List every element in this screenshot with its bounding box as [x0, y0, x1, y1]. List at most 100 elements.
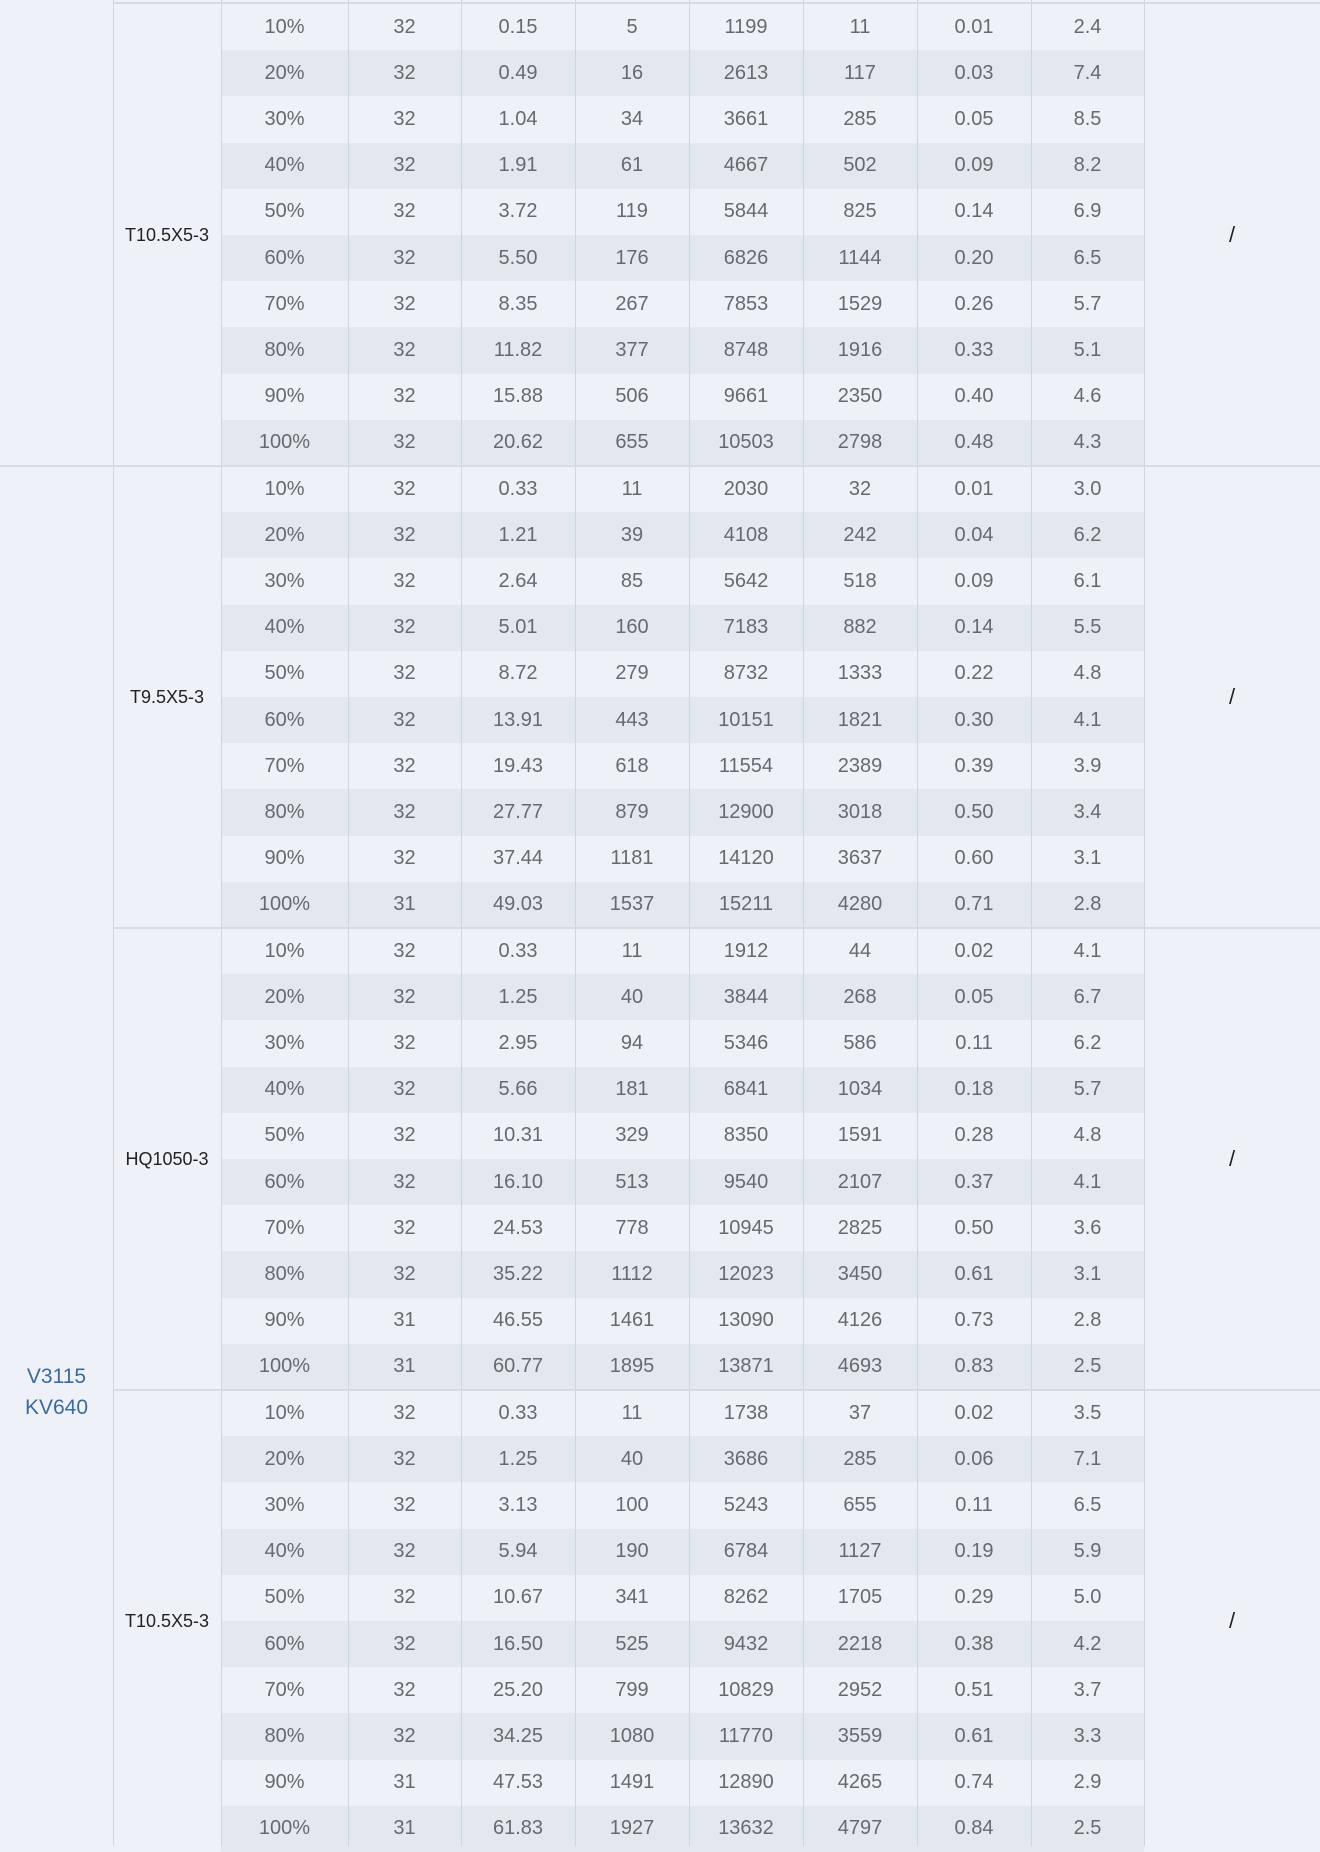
- table-cell: 90%: [264, 1771, 305, 1794]
- row-stripe: [221, 697, 1144, 744]
- table-cell: 10503: [718, 431, 774, 454]
- table-cell: 11770: [718, 1724, 774, 1747]
- table-cell: 40%: [264, 616, 305, 639]
- table-cell: 2030: [723, 477, 769, 500]
- note-cell: /: [1228, 684, 1236, 709]
- table-cell: 0.06: [954, 1447, 994, 1470]
- table-cell: 0.11: [955, 1031, 993, 1054]
- table-cell: 0.40: [954, 385, 994, 408]
- table-cell: 16: [620, 61, 644, 84]
- column-divider: [1144, 0, 1145, 1846]
- table-cell: 0.33: [954, 338, 994, 361]
- table-cell: 20.62: [492, 431, 544, 454]
- table-cell: 6826: [723, 246, 769, 269]
- row-stripe: [221, 419, 1144, 466]
- table-cell: 31: [393, 1355, 416, 1378]
- table-cell: 285: [843, 107, 877, 130]
- table-cell: 0.14: [954, 616, 994, 639]
- table-cell: 94: [620, 1031, 644, 1054]
- table-cell: 3.13: [498, 1493, 538, 1516]
- table-cell: 40%: [264, 154, 305, 177]
- column-divider: [803, 0, 804, 1846]
- table-cell: 0.73: [954, 1309, 994, 1332]
- table-cell: 0.01: [954, 477, 994, 500]
- column-divider: [348, 0, 349, 1846]
- table-cell: 25.20: [492, 1678, 544, 1701]
- table-cell: 1199: [724, 15, 768, 38]
- table-cell: 32: [393, 708, 416, 731]
- table-cell: 8.35: [498, 292, 538, 315]
- table-cell: 117: [844, 61, 876, 84]
- table-cell: 0.19: [954, 1540, 994, 1563]
- row-stripe: [221, 327, 1144, 374]
- table-cell: 1181: [610, 847, 654, 870]
- table-cell: 882: [843, 616, 877, 639]
- table-cell: 32: [393, 1540, 416, 1563]
- table-cell: 4797: [837, 1817, 883, 1840]
- table-cell: 5.9: [1073, 1540, 1102, 1563]
- table-cell: 49.03: [492, 893, 544, 916]
- table-cell: 1537: [609, 893, 655, 916]
- table-cell: 7853: [723, 292, 769, 315]
- table-cell: 329: [615, 1124, 649, 1147]
- table-cell: 2825: [837, 1216, 883, 1239]
- table-cell: 100%: [258, 431, 311, 454]
- table-cell: 32: [393, 939, 416, 962]
- table-cell: 40: [620, 1447, 644, 1470]
- table-cell: 1738: [723, 1401, 769, 1424]
- table-cell: 44: [848, 939, 872, 962]
- table-cell: 0.50: [954, 800, 994, 823]
- table-cell: 32: [393, 1078, 416, 1101]
- table-cell: 31: [393, 1309, 416, 1332]
- table-cell: 0.71: [954, 893, 994, 916]
- table-cell: 32: [393, 616, 416, 639]
- row-stripe: [221, 1528, 1144, 1575]
- motor-kv: KV640: [24, 1396, 89, 1419]
- table-cell: 32: [393, 107, 416, 130]
- table-cell: 3.72: [498, 200, 538, 223]
- table-cell: 32: [393, 662, 416, 685]
- note-cell: /: [1228, 222, 1236, 247]
- table-cell: 12890: [718, 1771, 774, 1794]
- group-divider: [113, 1389, 1320, 1391]
- table-cell: 19.43: [492, 754, 544, 777]
- table-cell: 0.20: [954, 246, 994, 269]
- table-cell: 32: [393, 985, 416, 1008]
- table-cell: 20%: [264, 985, 305, 1008]
- table-cell: 0.33: [498, 939, 538, 962]
- table-cell: 1.21: [498, 523, 538, 546]
- table-cell: 32: [393, 385, 416, 408]
- table-cell: 0.09: [954, 154, 994, 177]
- table-cell: 0.48: [954, 431, 994, 454]
- table-cell: 34.25: [492, 1724, 544, 1747]
- table-cell: 32: [393, 200, 416, 223]
- table-cell: 1916: [837, 338, 883, 361]
- table-cell: 60.77: [492, 1355, 544, 1378]
- table-cell: 7.4: [1073, 61, 1102, 84]
- table-cell: 190: [615, 1540, 649, 1563]
- table-cell: 0.14: [954, 200, 994, 223]
- table-cell: 34: [620, 107, 644, 130]
- table-cell: 0.28: [954, 1124, 994, 1147]
- table-cell: 50%: [264, 1586, 305, 1609]
- row-stripe: [221, 974, 1144, 1021]
- table-cell: 0.02: [954, 1401, 994, 1424]
- table-cell: 31: [393, 1771, 416, 1794]
- column-divider: [575, 0, 576, 1846]
- table-cell: 2.8: [1073, 1309, 1102, 1332]
- table-cell: 12023: [718, 1262, 774, 1285]
- table-cell: 5.66: [498, 1078, 538, 1101]
- table-cell: 285: [843, 1447, 877, 1470]
- table-cell: 2.5: [1073, 1355, 1102, 1378]
- table-cell: 11: [849, 15, 871, 38]
- table-cell: 0.11: [955, 1493, 993, 1516]
- table-cell: 10%: [264, 939, 305, 962]
- table-cell: 825: [843, 200, 877, 223]
- table-cell: 4.2: [1073, 1632, 1102, 1655]
- table-cell: 0.29: [954, 1586, 994, 1609]
- table-cell: 70%: [264, 754, 305, 777]
- table-cell: 100: [615, 1493, 649, 1516]
- table-cell: 4126: [837, 1309, 883, 1332]
- table-cell: 799: [615, 1678, 649, 1701]
- row-stripe: [221, 235, 1144, 282]
